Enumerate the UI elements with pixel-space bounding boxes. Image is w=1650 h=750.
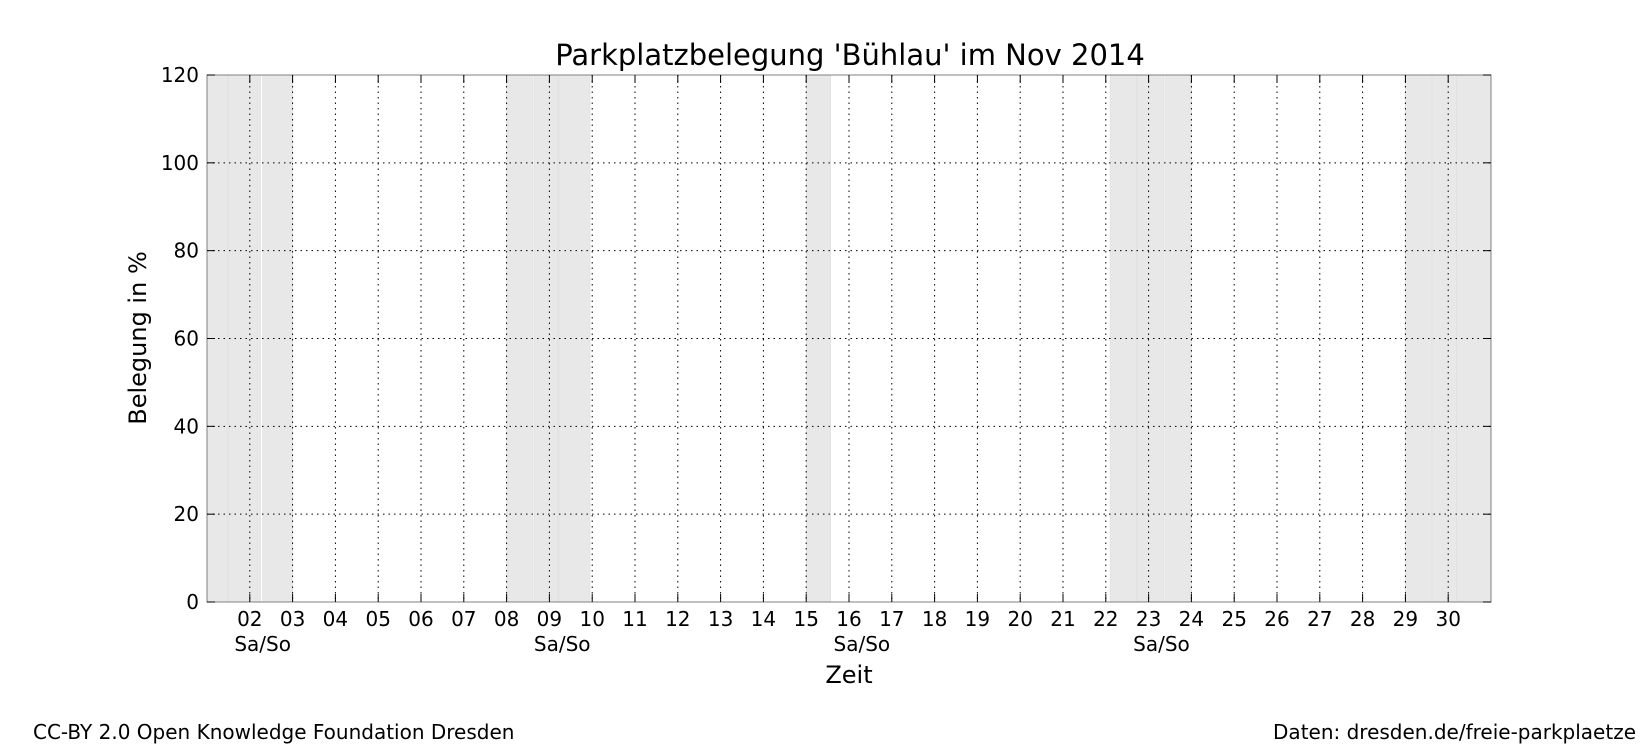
weekend-shade: [1109, 74, 1137, 603]
y-tick-label: 80: [174, 239, 199, 263]
x-tick-label: 29: [1393, 607, 1418, 631]
x-tick-label: 14: [751, 607, 776, 631]
y-tick-label: 120: [161, 63, 199, 87]
weekend-shade: [1405, 74, 1433, 603]
x-tick-label: 05: [365, 607, 390, 631]
x-tick-label: 16: [836, 607, 861, 631]
weekend-shade: [262, 74, 293, 603]
y-tick-label: 0: [186, 590, 199, 614]
y-axis-label: Belegung in %: [124, 251, 152, 425]
weekend-shade: [558, 74, 591, 603]
x-tick-label: 22: [1093, 607, 1118, 631]
x-tick-label: 28: [1350, 607, 1375, 631]
x-tick-label: 06: [408, 607, 433, 631]
y-tick-label: 60: [174, 327, 199, 351]
x-tick-label: 24: [1179, 607, 1204, 631]
x-tick-label: 10: [579, 607, 604, 631]
weekend-label: Sa/So: [534, 632, 591, 656]
x-tick-label: 12: [665, 607, 690, 631]
x-tick-label: 03: [280, 607, 305, 631]
y-tick-label: 100: [161, 151, 199, 175]
x-tick-label: 26: [1264, 607, 1289, 631]
weekend-label: Sa/So: [834, 632, 891, 656]
y-tick-label: 40: [174, 414, 199, 438]
chart-title: Parkplatzbelegung 'Bühlau' im Nov 2014: [555, 38, 1145, 72]
grid: [207, 74, 1491, 603]
x-tick-label: 04: [323, 607, 348, 631]
x-tick-label: 25: [1221, 607, 1246, 631]
weekend-label: Sa/So: [234, 632, 291, 656]
x-tick-label: 08: [494, 607, 519, 631]
x-tick-label: 30: [1435, 607, 1460, 631]
x-tick-label: 13: [708, 607, 733, 631]
license-credit: CC-BY 2.0 Open Knowledge Foundation Dres…: [33, 720, 515, 744]
data-source-credit: Daten: dresden.de/freie-parkplaetze: [1273, 720, 1636, 744]
x-tick-label: 09: [537, 607, 562, 631]
weekend-shade: [228, 74, 261, 603]
x-tick-label: 19: [965, 607, 990, 631]
x-tick-label: 18: [922, 607, 947, 631]
x-tick-label: 20: [1007, 607, 1032, 631]
ticks: 0 20 40 60 80 100 120 02 03 04 05 06 07 08 09 10 11 12 13 1…: [161, 63, 1491, 656]
x-tick-label: 07: [451, 607, 476, 631]
x-tick-label: 21: [1050, 607, 1075, 631]
x-tick-label: 27: [1307, 607, 1332, 631]
x-axis-label: Zeit: [825, 661, 872, 689]
weekend-shade: [506, 74, 534, 603]
y-tick-label: 20: [174, 502, 199, 526]
x-tick-label: 02: [237, 607, 262, 631]
weekend-label: Sa/So: [1133, 632, 1190, 656]
x-tick-label: 23: [1136, 607, 1161, 631]
x-tick-label: 11: [622, 607, 647, 631]
x-tick-label: 17: [879, 607, 904, 631]
x-tick-label: 15: [793, 607, 818, 631]
